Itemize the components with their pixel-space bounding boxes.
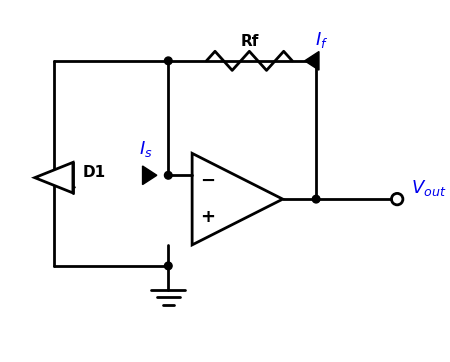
Text: −: − <box>200 172 215 190</box>
Text: $I_s$: $I_s$ <box>139 139 152 159</box>
Polygon shape <box>143 166 157 185</box>
Text: D1: D1 <box>82 165 106 180</box>
Circle shape <box>164 262 172 270</box>
Circle shape <box>164 57 172 65</box>
Polygon shape <box>35 163 73 193</box>
Text: Rf: Rf <box>240 34 259 49</box>
Circle shape <box>164 172 172 179</box>
Text: $I_f$: $I_f$ <box>315 30 328 50</box>
Polygon shape <box>305 51 319 70</box>
Text: $V_{out}$: $V_{out}$ <box>410 178 446 198</box>
Text: +: + <box>200 209 215 227</box>
Circle shape <box>312 195 320 203</box>
